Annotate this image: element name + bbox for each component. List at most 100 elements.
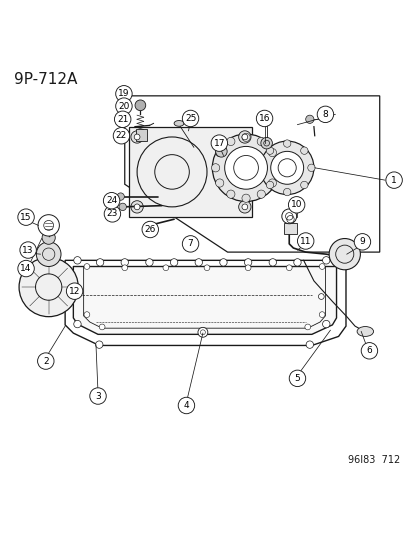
Circle shape [224, 147, 267, 189]
Circle shape [95, 341, 103, 349]
Circle shape [281, 209, 296, 224]
Text: 96I83  712: 96I83 712 [347, 455, 399, 465]
Circle shape [241, 204, 247, 210]
Circle shape [241, 133, 249, 141]
Circle shape [135, 100, 145, 111]
Text: 15: 15 [20, 213, 32, 222]
Circle shape [286, 265, 292, 271]
Circle shape [211, 135, 227, 151]
Circle shape [131, 131, 143, 143]
Text: 5: 5 [294, 374, 299, 383]
Circle shape [300, 181, 307, 189]
Circle shape [113, 127, 129, 144]
Circle shape [241, 194, 249, 203]
Circle shape [36, 242, 61, 266]
Ellipse shape [174, 120, 183, 126]
Circle shape [322, 256, 329, 264]
Circle shape [226, 138, 235, 146]
Circle shape [42, 231, 55, 244]
Circle shape [66, 283, 83, 300]
Circle shape [316, 106, 333, 123]
Circle shape [300, 147, 307, 155]
Circle shape [215, 146, 227, 157]
Circle shape [20, 242, 36, 259]
Circle shape [328, 239, 359, 270]
Circle shape [286, 215, 294, 223]
Text: 12: 12 [69, 287, 80, 296]
Circle shape [241, 134, 247, 140]
Circle shape [226, 190, 235, 198]
Circle shape [142, 221, 158, 238]
Circle shape [103, 192, 119, 209]
Circle shape [272, 164, 280, 172]
Polygon shape [284, 223, 296, 233]
Circle shape [211, 164, 219, 172]
Circle shape [195, 259, 202, 266]
Text: 14: 14 [20, 264, 32, 273]
Circle shape [318, 312, 324, 318]
Circle shape [182, 236, 198, 252]
Circle shape [297, 233, 313, 249]
Text: 9: 9 [359, 237, 364, 246]
Circle shape [268, 149, 276, 157]
Polygon shape [73, 266, 336, 334]
Text: 23: 23 [107, 209, 118, 219]
Circle shape [145, 222, 153, 229]
Circle shape [116, 193, 124, 200]
Circle shape [256, 138, 265, 146]
Circle shape [288, 197, 304, 213]
Text: 2: 2 [43, 357, 48, 366]
Circle shape [38, 353, 54, 369]
Circle shape [212, 134, 279, 201]
Circle shape [354, 233, 370, 250]
Text: 20: 20 [118, 102, 129, 111]
FancyBboxPatch shape [136, 129, 147, 141]
Circle shape [121, 265, 127, 271]
Circle shape [256, 110, 272, 127]
Text: 4: 4 [183, 401, 189, 410]
Circle shape [244, 265, 250, 271]
Circle shape [219, 259, 227, 266]
Circle shape [115, 86, 132, 102]
Circle shape [134, 204, 140, 210]
Circle shape [238, 201, 250, 213]
Circle shape [96, 259, 104, 266]
Circle shape [215, 149, 223, 157]
Circle shape [99, 324, 105, 330]
Circle shape [244, 259, 251, 266]
Circle shape [259, 164, 266, 172]
Circle shape [131, 201, 143, 213]
Circle shape [134, 134, 140, 140]
Circle shape [145, 259, 153, 266]
Circle shape [268, 259, 276, 266]
Circle shape [266, 181, 273, 189]
Circle shape [304, 324, 310, 330]
Circle shape [74, 320, 81, 328]
Circle shape [293, 259, 300, 266]
Circle shape [238, 131, 250, 143]
Text: 11: 11 [299, 237, 311, 246]
Circle shape [256, 190, 265, 198]
Text: 7: 7 [187, 239, 193, 248]
Circle shape [318, 264, 324, 269]
Circle shape [283, 188, 290, 196]
Circle shape [204, 265, 209, 271]
Ellipse shape [356, 327, 373, 336]
FancyBboxPatch shape [128, 127, 252, 217]
Circle shape [84, 264, 90, 269]
Circle shape [385, 172, 401, 188]
Text: 8: 8 [322, 110, 328, 119]
Circle shape [38, 215, 59, 236]
Circle shape [197, 327, 207, 337]
Text: 13: 13 [22, 246, 34, 255]
Text: 16: 16 [258, 114, 270, 123]
Circle shape [115, 98, 132, 115]
Text: 9P-712A: 9P-712A [14, 72, 77, 87]
Circle shape [305, 115, 313, 124]
Circle shape [18, 209, 34, 225]
Circle shape [84, 312, 90, 318]
Circle shape [268, 179, 276, 187]
Circle shape [305, 341, 313, 349]
Text: 24: 24 [106, 196, 117, 205]
Circle shape [121, 259, 128, 266]
